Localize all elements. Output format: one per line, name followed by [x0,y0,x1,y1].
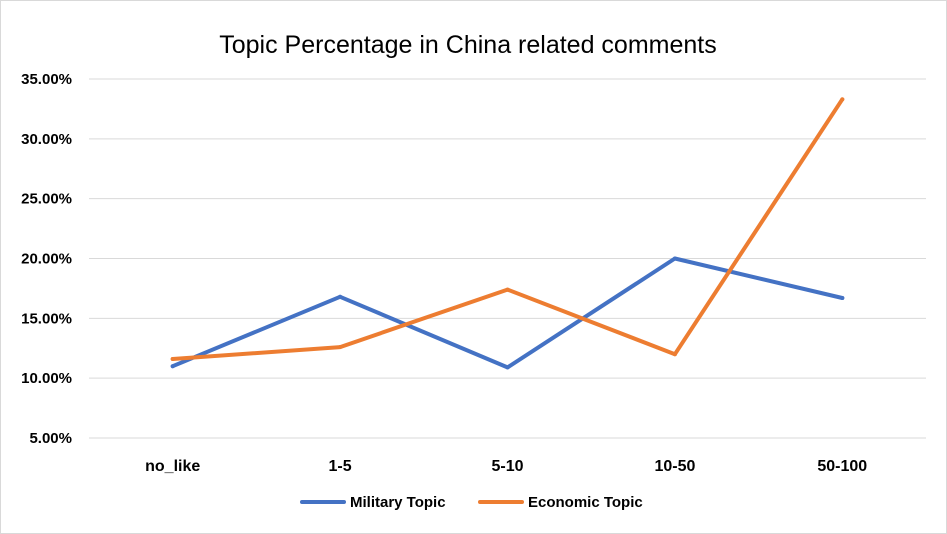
data-point [505,365,510,370]
x-category-label: 5-10 [491,458,523,475]
legend: Military Topic Economic Topic [300,494,643,511]
data-point [338,345,343,350]
data-point [840,295,845,300]
y-tick-label: 25.00% [21,191,72,208]
data-point [338,294,343,299]
y-tick-label: 5.00% [29,430,72,447]
x-category-label: no_like [145,458,200,475]
y-tick-label: 20.00% [21,251,72,268]
gridlines [89,78,926,439]
y-tick-label: 10.00% [21,370,72,387]
data-point [170,364,175,369]
y-tick-label: 30.00% [21,131,72,148]
y-axis-ticks: 5.00% 10.00% 15.00% 20.00% 25.00% 30.00% 35.00… [21,71,72,447]
chart-title: Topic Percentage in China related commen… [219,31,717,59]
x-axis-categories: no_like 1-5 5-10 10-50 50-100 [145,458,867,475]
legend-label: Military Topic [350,494,446,511]
x-category-label: 1-5 [329,458,352,475]
data-point [672,352,677,357]
series-lines [170,97,845,370]
x-category-label: 10-50 [654,458,695,475]
y-tick-label: 35.00% [21,71,72,88]
x-category-label: 50-100 [817,458,867,475]
legend-label: Economic Topic [528,494,643,511]
data-point [672,256,677,261]
data-point [505,287,510,292]
data-point [840,97,845,102]
series-line-economic-topic [170,97,845,361]
data-point [170,357,175,362]
y-tick-label: 15.00% [21,310,72,327]
